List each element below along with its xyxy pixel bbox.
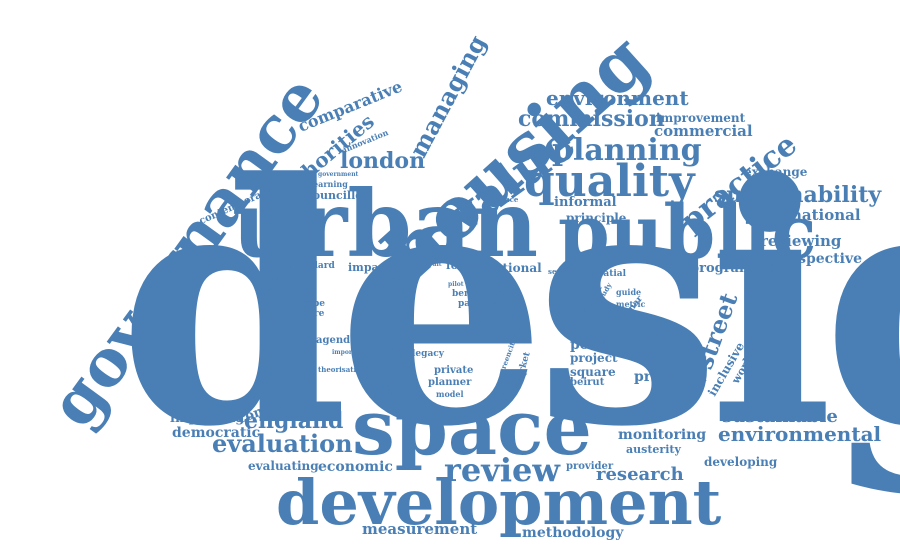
- word-series: series: [548, 267, 572, 276]
- word-principle: principle: [566, 211, 627, 225]
- word-evaluation: evaluation: [212, 429, 353, 458]
- word-research: research: [596, 464, 684, 485]
- word-national: national: [486, 261, 542, 275]
- word-provision: provision: [634, 369, 707, 385]
- word-square: square: [570, 365, 616, 379]
- word-cabe: cabe: [496, 289, 520, 299]
- word-agenda: agenda: [316, 335, 357, 346]
- word-project: project: [570, 351, 618, 365]
- word-case: case: [470, 309, 488, 318]
- word-europe: europe: [290, 299, 326, 309]
- word-beirut: beirut: [570, 377, 605, 388]
- word-legacy: legacy: [412, 349, 444, 359]
- word-mean: mean: [568, 283, 593, 293]
- word-developing: developing: [704, 455, 778, 469]
- word-best: best: [492, 327, 507, 334]
- word-government: government: [318, 171, 359, 178]
- word-learning: learning: [310, 179, 348, 189]
- word-formal: formal: [446, 259, 487, 272]
- word-reviewing: reviewing: [760, 232, 842, 250]
- word-environment: environment: [546, 86, 689, 110]
- word-perspective: perspective: [772, 251, 863, 267]
- word-impact: impact: [348, 261, 391, 274]
- word-planning: planning: [552, 133, 702, 168]
- word-commercial: commercial: [654, 122, 753, 140]
- word-evidence: evidence: [484, 195, 519, 204]
- word-design: design: [118, 111, 900, 499]
- word-methodology: methodology: [522, 525, 624, 541]
- word-ensure: ensure: [290, 309, 325, 319]
- word-private: private: [434, 365, 474, 376]
- word-theorisation: theorisation: [318, 365, 366, 374]
- word-monitoring: monitoring: [618, 427, 707, 443]
- word-retail: retail: [594, 327, 616, 336]
- word-guide: guide: [616, 287, 642, 297]
- word-austerity: austerity: [626, 443, 681, 456]
- word-democratic: democratic: [172, 425, 261, 441]
- word-commission: commission: [518, 106, 665, 132]
- word-view: view: [474, 317, 489, 324]
- word-quality: quality: [524, 156, 695, 207]
- word-important: important: [332, 349, 366, 356]
- word-shaping: shaping: [630, 331, 666, 341]
- word-theory: theory: [594, 337, 620, 346]
- word-urban: urban: [232, 170, 539, 278]
- word-tool: tool: [564, 295, 578, 302]
- word-exchange: exchange: [744, 165, 808, 179]
- word-programme: programme: [690, 261, 775, 276]
- word-audit: audit: [424, 261, 442, 268]
- word-sustainable: sustainable: [722, 406, 838, 427]
- word-measurement: measurement: [362, 520, 478, 538]
- word-benefit: benefit: [452, 289, 487, 299]
- word-spatial: spatial: [592, 269, 627, 279]
- word-england: england: [244, 408, 344, 434]
- word-improving: improving: [170, 411, 245, 426]
- word-code: code: [476, 314, 524, 335]
- word-environmental: environmental: [718, 422, 882, 446]
- word-model: model: [436, 389, 464, 399]
- word-office: office: [376, 275, 398, 284]
- word-sustainability: sustainability: [714, 182, 882, 208]
- word-paper: paper: [458, 299, 487, 309]
- word-planner: planner: [428, 377, 472, 388]
- word-policy: policy: [570, 337, 617, 353]
- word-public: public: [558, 190, 817, 276]
- word-international: international: [750, 206, 861, 224]
- word-improvement: improvement: [656, 111, 746, 125]
- word-london: london: [340, 148, 426, 174]
- word-councillor: councillor: [306, 189, 369, 202]
- word-pilot: pilot: [448, 281, 464, 288]
- word-development: development: [276, 466, 722, 539]
- word-space: space: [352, 383, 592, 472]
- word-evaluating: evaluating: [248, 459, 319, 473]
- word-provider: provider: [566, 461, 614, 472]
- word-metric: metric: [616, 299, 646, 309]
- word-review: review: [444, 451, 560, 489]
- word-standard: standard: [290, 261, 335, 271]
- word-economic: economic: [318, 459, 393, 475]
- word-skill: skill: [494, 297, 516, 307]
- word-informal: informal: [554, 195, 617, 210]
